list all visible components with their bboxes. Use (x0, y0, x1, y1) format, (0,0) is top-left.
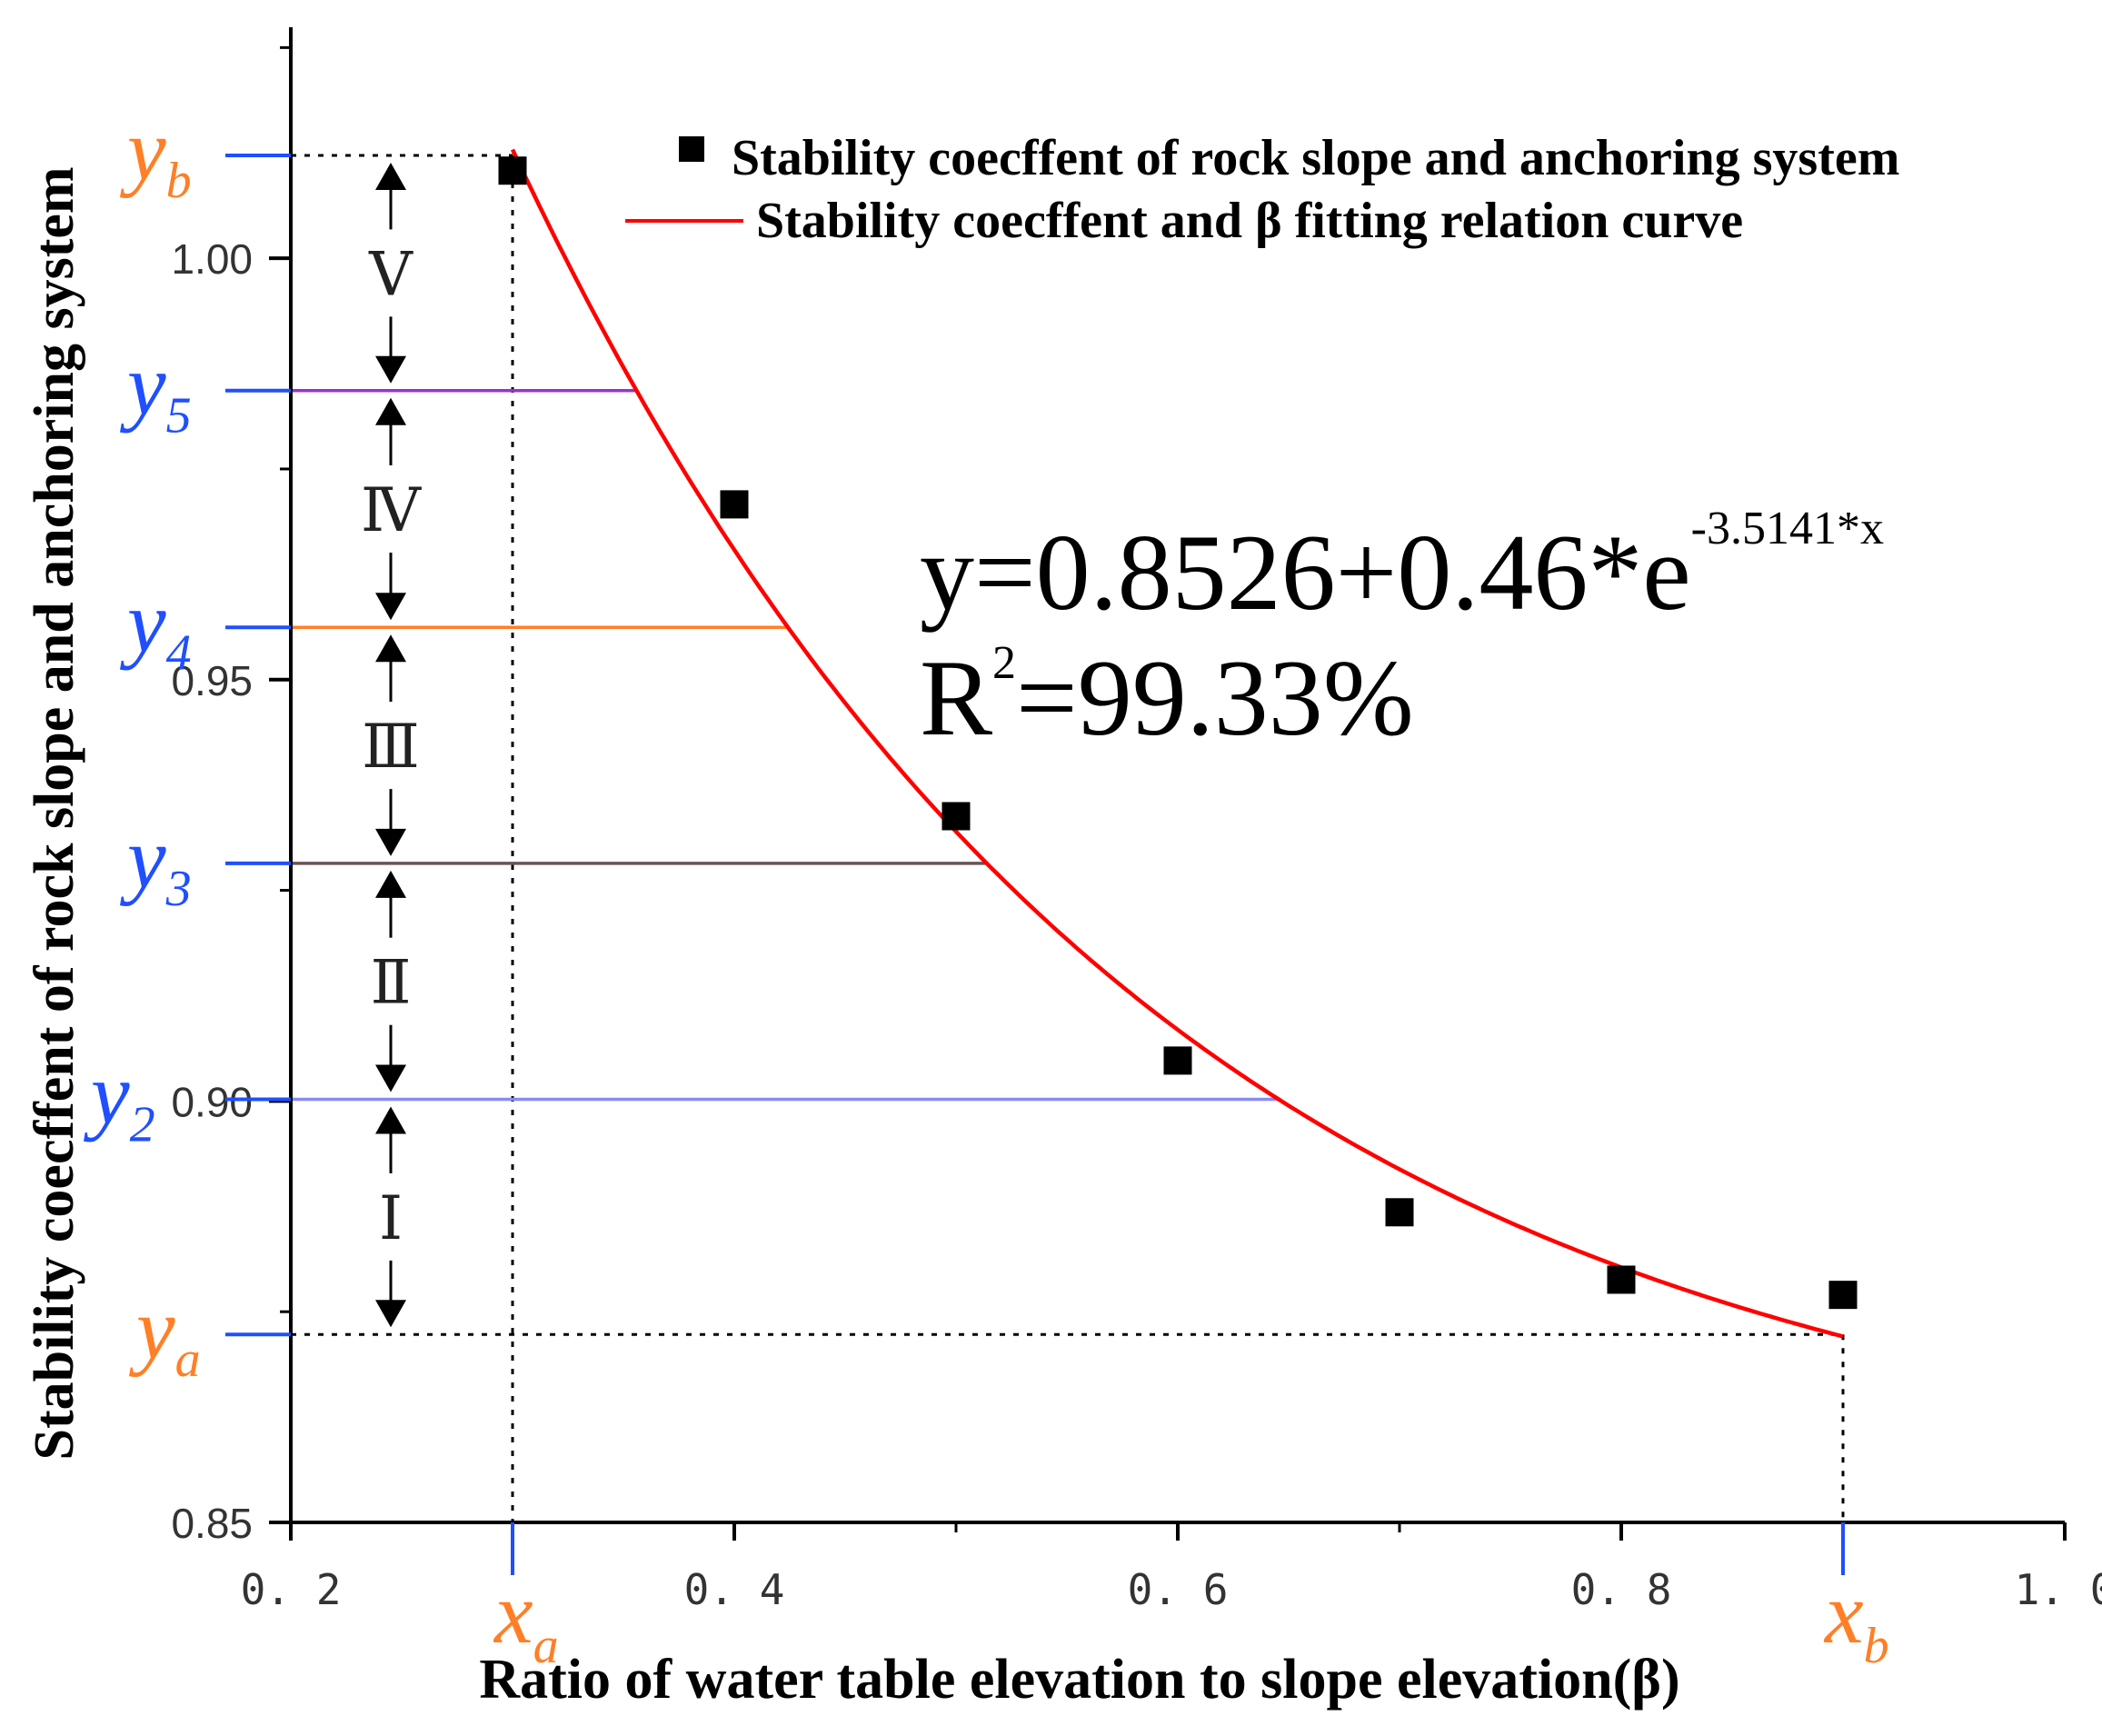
r-squared-base: R (920, 637, 992, 758)
y-marker-sub: a (175, 1332, 201, 1388)
legend-label-line: Stability coecffent and β fitting relati… (756, 193, 1743, 249)
data-point (1163, 1046, 1192, 1075)
y-marker-base: y (119, 809, 166, 906)
fit-equation-exponent: -3.5141*x (1691, 503, 1884, 554)
y-marker-label-3: y3 (119, 809, 192, 917)
data-point (1607, 1265, 1636, 1294)
y-marker-label-b: yb (119, 101, 192, 209)
x-marker-base: x (1823, 1564, 1864, 1661)
y-marker-sub: 3 (165, 861, 192, 917)
zone-arrow-up (375, 397, 406, 425)
legend-marker-scatter (679, 136, 704, 162)
legend: Stability coecffent of rock slope and an… (625, 130, 1899, 249)
x-tick-label: 0. 4 (684, 1565, 785, 1614)
x-marker-label-b: xb (1823, 1564, 1889, 1674)
y-marker-base: y (119, 573, 166, 670)
data-point (1385, 1198, 1414, 1227)
legend-label-scatter: Stability coecffent of rock slope and an… (732, 130, 1899, 186)
data-points (498, 156, 1858, 1310)
x-marker-base: x (493, 1564, 533, 1661)
r-squared-value: =99.33% (1016, 637, 1414, 758)
r-squared: R2=99.33% (920, 637, 1414, 758)
fit-equation: y=0.8526+0.46*e-3.5141*x (920, 503, 1884, 633)
y-marker-base: y (119, 101, 166, 198)
x-tick-label: 0. 6 (1128, 1565, 1229, 1614)
y-marker-base: y (119, 336, 166, 434)
zone-label: Ⅳ (361, 478, 422, 544)
zone-arrow-down (375, 1300, 406, 1328)
zone-label: Ⅲ (362, 714, 420, 781)
x-axis-title: Ratio of water table elevation to slope … (479, 1649, 1679, 1711)
zone-label: Ⅰ (379, 1186, 403, 1252)
guide-lines (291, 154, 1845, 1522)
x-tick-label: 0. 8 (1571, 1565, 1672, 1614)
zone-arrow-up (375, 163, 406, 191)
r-squared-sup: 2 (992, 637, 1016, 689)
y-marker-label-a: ya (128, 1280, 201, 1388)
zone-label: Ⅴ (368, 242, 413, 308)
y-marker-sub: 4 (166, 624, 192, 681)
x-tick-label: 0. 2 (241, 1565, 342, 1614)
y-marker-sub: 2 (130, 1097, 155, 1153)
data-point (941, 802, 971, 831)
zone-arrow-down (375, 828, 406, 856)
ticks: 0. 2 0. 4 0. 6 0. 8 1. 0 0.85 0.90 0.95 1.00 (171, 45, 2102, 1614)
x-marker-label-a: xa (493, 1564, 559, 1674)
zone-arrow-up (375, 870, 406, 898)
axes (289, 27, 2065, 1524)
zone-arrow-up (375, 1106, 406, 1134)
y-marker-base: y (128, 1280, 175, 1377)
data-point (1828, 1281, 1858, 1310)
y-marker-sub: 5 (166, 388, 192, 444)
data-point (720, 490, 749, 519)
zone-arrow-down (375, 1064, 406, 1092)
zone-label: Ⅱ (371, 951, 412, 1017)
zone-arrow-down (375, 355, 406, 384)
y-tick-label: 0.95 (171, 657, 253, 704)
y-marker-label-4: y4 (119, 573, 192, 681)
x-tick-label: 1. 0 (2015, 1565, 2102, 1614)
zone-arrow-up (375, 634, 406, 663)
data-point (498, 156, 527, 185)
y-marker-base: y (83, 1045, 130, 1142)
y-marker-sub: b (166, 153, 192, 209)
x-marker-sub: b (1864, 1618, 1889, 1674)
y-tick-label: 1.00 (171, 235, 253, 283)
y-marker-label-5: y5 (119, 336, 192, 444)
fit-equation-main: y=0.8526+0.46*e (920, 512, 1691, 633)
y-axis-title: Stability coecffent of rock slope and an… (24, 166, 85, 1460)
y-tick-label: 0.90 (171, 1078, 253, 1125)
x-marker-sub: a (533, 1618, 559, 1674)
zone-arrow-down (375, 593, 406, 621)
y-marker-label-2: y2 (83, 1045, 155, 1153)
zone-arrows: Ⅴ Ⅳ Ⅲ Ⅱ Ⅰ (361, 163, 422, 1328)
y-tick-label: 0.85 (171, 1500, 253, 1547)
